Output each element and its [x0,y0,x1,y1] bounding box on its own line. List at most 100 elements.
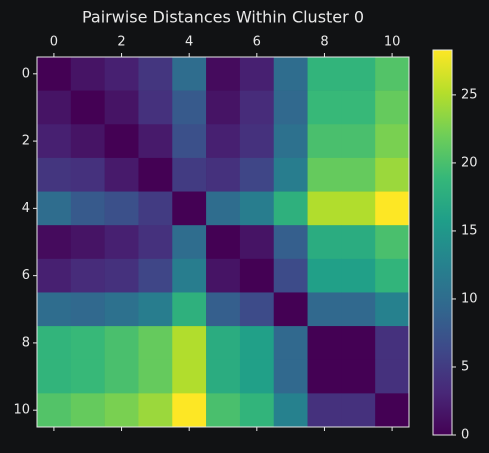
heatmap-cell [375,124,410,159]
heatmap-cell [104,258,139,293]
heatmap-cell [307,258,342,293]
heatmap-cell [341,57,376,91]
heatmap-cell [138,157,173,192]
heatmap-cell [37,225,72,260]
heatmap-cell [70,191,105,226]
heatmap-cell [104,57,139,91]
heatmap-cell [172,258,207,293]
heatmap-cell [307,191,342,226]
heatmap-cell [70,393,105,428]
heatmap-cell [239,191,275,226]
colorbar-tick-label: 25 [461,87,478,102]
heatmap-cell [273,191,308,226]
heatmap-cell [341,90,376,125]
x-tick-label: 6 [253,35,261,50]
heatmap-cell [37,124,72,159]
heatmap-cell [273,292,308,327]
heatmap-cell [206,57,241,91]
heatmap-cell [172,124,207,159]
heatmap-cell [37,326,72,361]
heatmap-cell [239,57,275,91]
heatmap-cell [239,292,275,327]
heatmap-cell [307,157,342,192]
heatmap-cell [70,57,105,91]
heatmap-cell [70,124,105,159]
heatmap-cell [138,90,173,125]
heatmap-cell [37,258,72,293]
y-tick-label: 6 [22,268,30,283]
heatmap-cell [206,258,241,293]
heatmap-cell [206,292,241,327]
heatmap-cell [307,57,342,91]
heatmap-cell [307,393,342,428]
x-tick-label: 4 [185,35,193,50]
heatmap-cell [37,157,72,192]
heatmap-cell [341,124,376,159]
heatmap-cell [104,359,139,394]
heatmap-cell [172,359,207,394]
x-tick-label: 10 [384,35,401,50]
heatmap-cell [206,191,241,226]
heatmap-cell [307,292,342,327]
heatmap-cell [172,157,207,192]
colorbar-tick-label: 5 [461,359,469,374]
heatmap-cell [239,393,275,428]
heatmap-cell [138,191,173,226]
heatmap-cell [375,292,410,327]
heatmap-cell [239,157,275,192]
heatmap-cell [70,359,105,394]
heatmap-cell [138,326,173,361]
heatmap-cell [37,393,72,428]
heatmap-cell [172,225,207,260]
heatmap-cell [273,225,308,260]
y-tick-label: 10 [13,403,30,418]
heatmap-cell [206,225,241,260]
y-tick-label: 8 [22,335,30,350]
heatmap-cell [104,90,139,125]
heatmap-cell [172,393,207,428]
heatmap-cell [138,124,173,159]
heatmap-cell [273,258,308,293]
heatmap-cell [375,258,410,293]
heatmap-cell [307,359,342,394]
heatmap-cell [341,157,376,192]
heatmap-cell [341,292,376,327]
heatmap-cell [273,157,308,192]
x-tick-label: 0 [50,35,58,50]
heatmap-cell [206,124,241,159]
heatmap-cell [375,225,410,260]
heatmap-cell [206,90,241,125]
heatmap-cell [239,258,275,293]
heatmap-cell [104,191,139,226]
heatmap-cell [70,157,105,192]
chart-title: Pairwise Distances Within Cluster 0 [82,8,364,27]
colorbar-tick-label: 15 [461,223,478,238]
heatmap-cell [70,90,105,125]
colorbar-tick-label: 10 [461,291,478,306]
heatmap-cell [375,57,410,91]
heatmap-cell [138,292,173,327]
heatmap-cell [375,191,410,226]
heatmap-cell [172,292,207,327]
heatmap-cell [206,393,241,428]
colorbar-tick-label: 0 [461,428,469,443]
y-tick-label: 2 [22,134,30,149]
heatmap-cell [375,157,410,192]
heatmap-cell [206,326,241,361]
heatmap-cell [37,191,72,226]
heatmap-cell [239,225,275,260]
heatmap-cell [341,225,376,260]
heatmap-cell [104,292,139,327]
heatmap-cell [172,191,207,226]
heatmap-cell [37,90,72,125]
heatmap-cell [341,359,376,394]
plot-frame [36,56,410,428]
heatmap-cell [37,359,72,394]
heatmap-cell [273,393,308,428]
heatmap-cell [375,359,410,394]
heatmap-cell [273,124,308,159]
heatmap-cell [239,124,275,159]
heatmap-cell [104,393,139,428]
heatmap-cell [307,124,342,159]
